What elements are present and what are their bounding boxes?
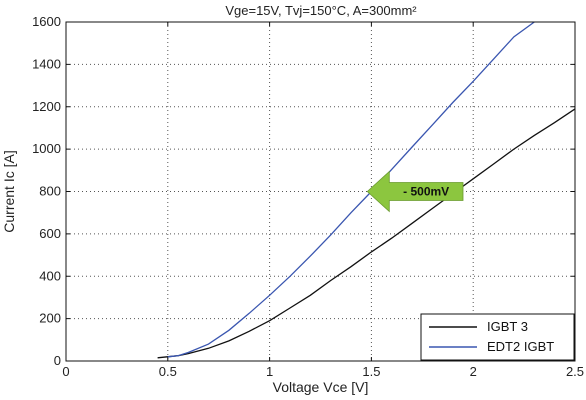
- legend-entry-edt2: EDT2 IGBT: [487, 339, 554, 354]
- chart-title: Vge=15V, Tvj=150°C, A=300mm²: [225, 3, 417, 18]
- series-lines: [157, 21, 576, 359]
- legend-entry-igbt3: IGBT 3: [487, 319, 528, 334]
- x-axis-ticks: 0 0.5 1 1.5 2 2.5: [62, 22, 584, 379]
- x-tick-label: 0: [62, 364, 69, 379]
- plot-area-frame: [65, 21, 576, 362]
- series-line-0: [157, 108, 576, 359]
- shift-arrow-label: - 500mV: [403, 185, 449, 199]
- y-tick-label: 1200: [32, 99, 61, 114]
- x-axis-label: Voltage Vce [V]: [273, 379, 369, 395]
- shift-annotation: - 500mV: [366, 170, 464, 213]
- y-tick-label: 0: [54, 353, 61, 368]
- x-tick-label: 2: [470, 364, 477, 379]
- y-tick-label: 1400: [32, 56, 61, 71]
- grid-lines: [66, 22, 575, 361]
- y-axis-ticks: 0 200 400 600 800 1000 1200 1400 1600: [32, 14, 575, 368]
- y-tick-label: 1000: [32, 141, 61, 156]
- y-tick-label: 600: [39, 226, 61, 241]
- y-axis-label: Current Ic [A]: [1, 150, 17, 232]
- x-tick-label: 1.5: [362, 364, 380, 379]
- y-tick-label: 400: [39, 268, 61, 283]
- y-tick-label: 200: [39, 311, 61, 326]
- y-tick-label: 1600: [32, 14, 61, 29]
- x-tick-label: 0.5: [159, 364, 177, 379]
- y-tick-label: 800: [39, 184, 61, 199]
- series-line-1: [167, 21, 535, 358]
- legend-box: [420, 313, 575, 361]
- legend: IGBT 3 EDT2 IGBT: [420, 313, 575, 361]
- x-tick-label: 2.5: [566, 364, 584, 379]
- x-tick-label: 1: [266, 364, 273, 379]
- shift-arrow: [366, 170, 464, 213]
